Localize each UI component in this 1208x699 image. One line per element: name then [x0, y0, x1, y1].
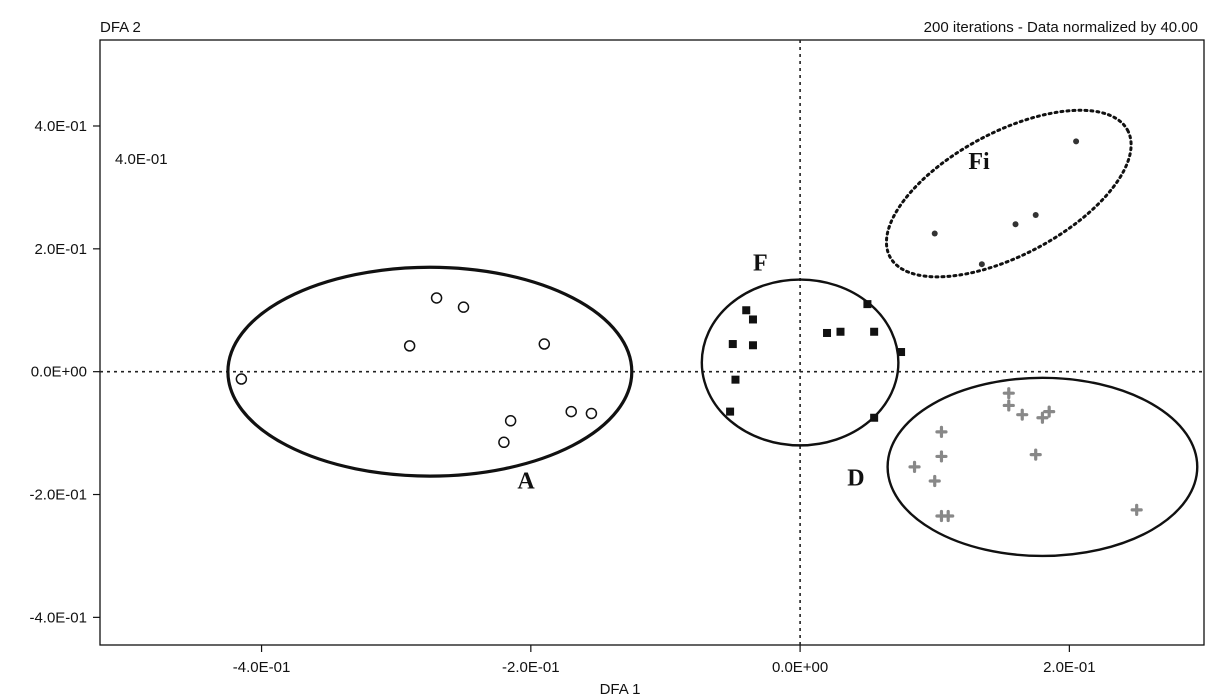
y-tick-label: 2.0E-01 — [34, 241, 87, 258]
data-point-d — [935, 450, 948, 463]
data-point-a — [538, 338, 551, 350]
data-point-f — [863, 300, 872, 309]
data-point-fi — [1073, 138, 1080, 145]
data-point-fi — [1012, 221, 1019, 228]
data-point-d — [1002, 399, 1015, 412]
x-axis-title: DFA 1 — [600, 681, 641, 698]
chart-subtitle: 200 iterations - Data normalized by 40.0… — [924, 19, 1198, 36]
data-point-a — [498, 436, 510, 449]
ellipse-group-f — [700, 278, 900, 447]
data-point-a — [504, 415, 517, 427]
data-point-f — [870, 327, 879, 336]
data-point-f — [897, 348, 906, 357]
plot-frame — [99, 39, 1205, 646]
data-point-d — [935, 425, 948, 438]
y-tick-label: -2.0E-01 — [29, 487, 87, 504]
group-labels: A F Fi D — [517, 149, 990, 494]
data-point-a — [585, 407, 598, 420]
data-point-f — [748, 315, 757, 324]
group-label-d: D — [847, 465, 864, 491]
data-point-f — [823, 328, 832, 337]
reference-lines — [100, 40, 1204, 645]
data-point-d — [1036, 411, 1049, 424]
data-point-fi — [931, 230, 938, 237]
y-tick-label: 4.0E-01 — [34, 118, 87, 135]
data-point-d — [928, 474, 941, 488]
x-tick-label: -4.0E-01 — [233, 659, 291, 676]
data-point-a — [430, 292, 443, 304]
data-point-a — [565, 405, 577, 418]
data-point-a — [235, 373, 248, 385]
y-axis-ticks: 4.0E-01 2.0E-01 0.0E+00 -2.0E-01 -4.0E-01 — [29, 118, 100, 626]
data-point-f — [726, 407, 735, 416]
y-tick-label: 0.0E+00 — [31, 364, 87, 381]
data-point-d — [1002, 387, 1015, 400]
ellipse-group-d — [886, 376, 1199, 558]
data-point-f — [728, 340, 737, 349]
data-point-f — [836, 327, 845, 336]
group-label-fi: Fi — [968, 149, 990, 175]
data-point-f — [748, 341, 757, 350]
data-point-f — [742, 306, 751, 315]
data-point-a — [457, 301, 470, 313]
data-point-a — [403, 340, 416, 352]
inset-value-label: 4.0E-01 — [115, 151, 168, 168]
y-tick-label: -4.0E-01 — [29, 609, 87, 626]
data-point-d — [1029, 448, 1042, 461]
ellipse-group-a — [226, 265, 634, 478]
x-tick-label: 0.0E+00 — [772, 659, 828, 676]
data-point-d — [1130, 503, 1143, 516]
group-label-f: F — [753, 250, 768, 276]
x-tick-label: -2.0E-01 — [502, 659, 560, 676]
data-point-f — [731, 375, 740, 384]
data-point-d — [1043, 405, 1056, 418]
data-point-d — [908, 460, 921, 473]
y-axis-title: DFA 2 — [100, 19, 141, 36]
data-point-f — [870, 413, 879, 422]
x-axis-ticks: -4.0E-01 -2.0E-01 0.0E+00 2.0E-01 — [233, 645, 1096, 676]
data-point-d — [1016, 408, 1029, 421]
x-tick-label: 2.0E-01 — [1043, 659, 1096, 676]
data-points — [235, 138, 1143, 523]
group-ellipses — [226, 108, 1199, 558]
group-label-a: A — [517, 468, 535, 494]
data-point-d — [942, 509, 955, 523]
data-point-fi — [978, 261, 985, 268]
ellipse-group-fi — [884, 108, 1133, 279]
data-point-fi — [1032, 212, 1039, 219]
